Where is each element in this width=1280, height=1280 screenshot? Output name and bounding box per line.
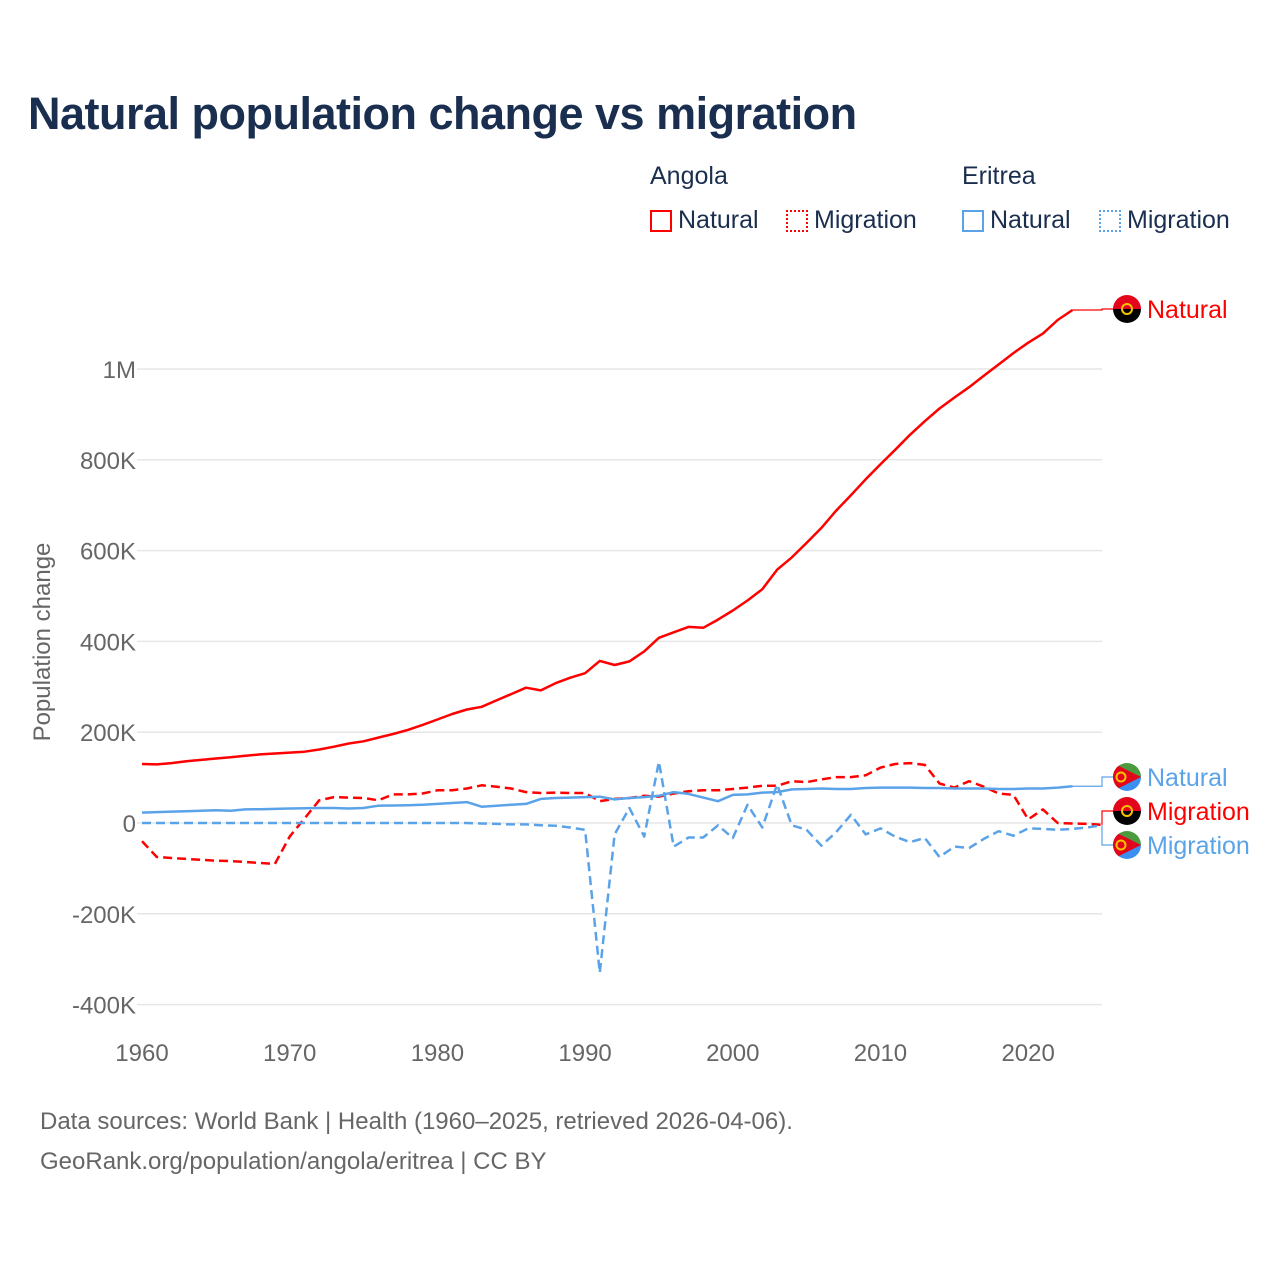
y-tick-label: 400K xyxy=(80,629,136,656)
end-label-angola: Migration xyxy=(1147,798,1250,826)
x-tick-label: 1970 xyxy=(263,1040,316,1067)
eritrea-flag-icon xyxy=(1113,831,1141,859)
solid-swatch-icon xyxy=(650,209,672,232)
end-label-eritrea: Migration xyxy=(1147,832,1250,860)
y-tick-label: -400K xyxy=(72,993,136,1020)
y-tick-label: -200K xyxy=(72,902,136,929)
legend-angola-natural[interactable]: Natural xyxy=(650,206,759,235)
x-tick-label: 2020 xyxy=(1001,1040,1054,1067)
legend-label: Migration xyxy=(1127,206,1230,234)
source-url: GeoRank.org/population/angola/eritrea | … xyxy=(40,1148,547,1175)
series-line-eritrea-migration xyxy=(142,760,1103,975)
y-axis-label: Population change xyxy=(29,543,56,742)
leader-line xyxy=(1072,776,1113,787)
y-tick-label: 800K xyxy=(80,448,136,475)
legend-eritrea-natural[interactable]: Natural xyxy=(962,206,1071,235)
x-tick-label: 2000 xyxy=(706,1040,759,1067)
dotted-swatch-icon xyxy=(786,209,808,232)
legend-label: Natural xyxy=(678,206,759,234)
legend-group-eritrea: Eritrea xyxy=(962,162,1036,190)
x-tick-label: 1980 xyxy=(411,1040,464,1067)
legend-group-angola: Angola xyxy=(650,162,728,190)
legend-angola-migration[interactable]: Migration xyxy=(786,206,917,235)
x-tick-label: 1960 xyxy=(115,1040,168,1067)
end-label-eritrea: Natural xyxy=(1147,764,1228,792)
legend-label: Natural xyxy=(990,206,1071,234)
y-tick-label: 1M xyxy=(103,357,136,384)
chart-title: Natural population change vs migration xyxy=(28,88,857,139)
y-tick-label: 600K xyxy=(80,539,136,566)
dotted-swatch-icon xyxy=(1099,209,1121,232)
leader-line xyxy=(1101,825,1113,846)
series-line-eritrea-natural xyxy=(141,784,1073,814)
angola-flag-icon xyxy=(1113,295,1141,323)
y-tick-label: 0 xyxy=(123,811,136,838)
solid-swatch-icon xyxy=(962,209,984,232)
leader-line xyxy=(1072,308,1113,311)
eritrea-flag-icon xyxy=(1113,763,1141,791)
x-tick-label: 2010 xyxy=(854,1040,907,1067)
series-line-angola-migration xyxy=(141,761,1103,866)
y-tick-label: 200K xyxy=(80,720,136,747)
legend-label: Migration xyxy=(814,206,917,234)
x-tick-label: 1990 xyxy=(558,1040,611,1067)
series-line-angola-natural xyxy=(141,308,1074,766)
leader-line xyxy=(1101,810,1113,825)
angola-flag-icon xyxy=(1113,797,1141,825)
legend-eritrea-migration[interactable]: Migration xyxy=(1099,206,1230,235)
end-label-angola: Natural xyxy=(1147,296,1228,324)
source-note: Data sources: World Bank | Health (1960–… xyxy=(40,1108,793,1135)
